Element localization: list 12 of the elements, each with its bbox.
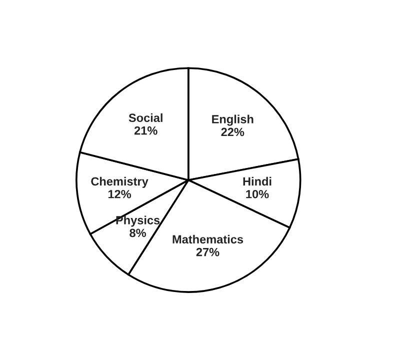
slice-label: Physics: [116, 216, 160, 227]
slice-label: Chemistry: [91, 176, 148, 188]
slice-label: Social: [128, 113, 162, 122]
data-label: 12%: [108, 190, 132, 198]
data-label: 10%: [246, 190, 269, 198]
data-label: 8%: [130, 228, 146, 238]
slice-label: Hindi: [243, 176, 272, 186]
data-label: 22%: [221, 128, 244, 136]
data-label: 21%: [134, 126, 158, 135]
slice-label: Mathematics: [172, 234, 244, 244]
data-label: 27%: [196, 248, 220, 256]
slice-label: English: [212, 114, 254, 126]
